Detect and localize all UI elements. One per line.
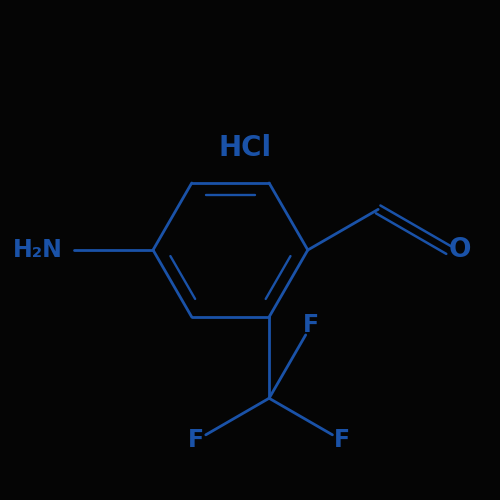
Text: F: F (303, 314, 319, 338)
Text: HCl: HCl (219, 134, 272, 162)
Text: F: F (334, 428, 350, 452)
Text: O: O (448, 237, 471, 263)
Text: F: F (188, 428, 204, 452)
Text: H₂N: H₂N (13, 238, 63, 262)
